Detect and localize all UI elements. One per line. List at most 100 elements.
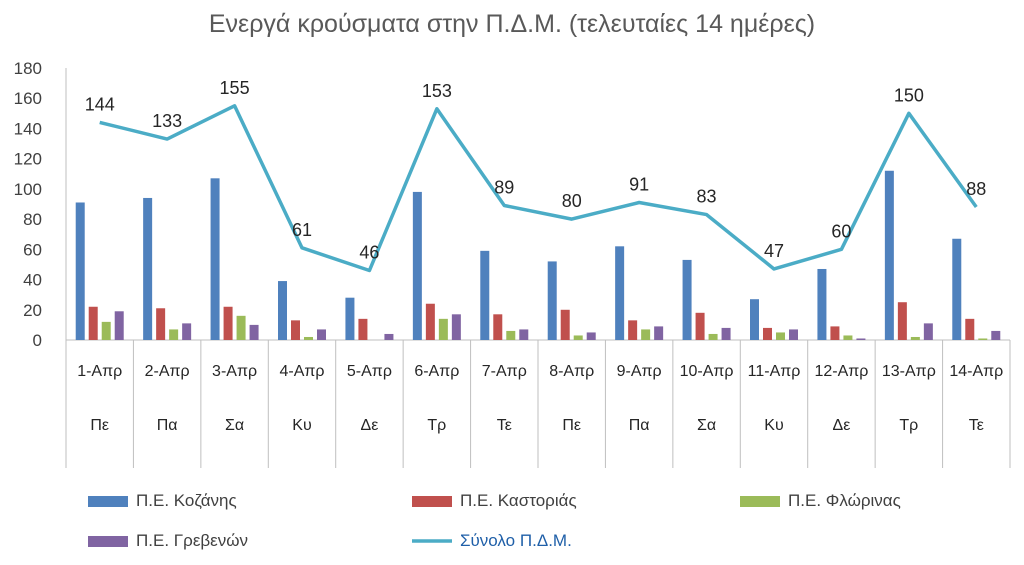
bar	[317, 329, 326, 340]
x-tick-label: 11-Απρ	[748, 363, 801, 380]
x-tick-label: 1-Απρ	[77, 363, 122, 380]
y-tick-label: 140	[14, 119, 42, 138]
bar	[830, 326, 840, 340]
weekday-label: Σα	[697, 417, 716, 434]
bar	[384, 333, 394, 340]
weekday-label: Τρ	[899, 417, 918, 434]
bar	[169, 329, 179, 340]
y-tick-label: 20	[23, 301, 42, 320]
y-tick-label: 40	[23, 271, 42, 290]
bar	[451, 314, 461, 340]
bar	[506, 330, 516, 340]
bar	[628, 320, 638, 340]
bar	[641, 329, 651, 340]
legend-swatch	[88, 536, 128, 547]
bar	[897, 302, 907, 340]
bar	[249, 324, 259, 340]
data-label: 47	[764, 241, 784, 261]
chart-title: Ενεργά κρούσματα στην Π.Δ.Μ. (τελευταίες…	[209, 10, 815, 38]
bar	[843, 335, 853, 340]
bar	[493, 314, 503, 340]
bar	[143, 197, 153, 340]
bar	[156, 308, 166, 340]
legend-swatch	[412, 496, 452, 507]
bar	[978, 338, 988, 340]
bar	[412, 191, 422, 340]
x-tick-label: 5-Απρ	[347, 363, 392, 380]
bar	[75, 202, 85, 340]
bar	[817, 268, 827, 340]
data-label: 60	[831, 221, 851, 241]
bar	[586, 332, 596, 340]
bar	[560, 309, 570, 340]
y-tick-label: 60	[23, 240, 42, 259]
x-tick-label: 13-Απρ	[882, 363, 936, 380]
data-label: 88	[966, 179, 986, 199]
bar	[884, 170, 894, 340]
legend-label: Π.Ε. Καστοριάς	[460, 491, 577, 510]
bar	[278, 281, 287, 340]
x-tick-label: 2-Απρ	[145, 363, 190, 380]
data-label: 80	[562, 191, 582, 211]
bar	[965, 318, 975, 340]
bar	[695, 312, 705, 340]
data-label: 144	[85, 94, 115, 114]
data-label: 91	[629, 174, 649, 194]
data-label: 150	[894, 85, 924, 105]
bar	[438, 318, 448, 340]
y-tick-label: 160	[14, 89, 42, 108]
weekday-label: Τε	[497, 417, 512, 434]
bar	[547, 261, 557, 340]
bar	[114, 311, 124, 340]
bar	[789, 329, 798, 340]
weekday-label: Κυ	[292, 417, 311, 434]
legend-label: Π.Ε. Γρεβενών	[136, 531, 248, 550]
bar	[358, 318, 368, 340]
bar	[480, 250, 490, 340]
bar	[223, 306, 233, 340]
bar	[101, 321, 111, 340]
weekday-label: Πε	[562, 417, 581, 434]
x-tick-label: 8-Απρ	[549, 363, 594, 380]
legend-label: Π.Ε. Κοζάνης	[136, 491, 237, 510]
bar	[615, 246, 625, 340]
legend-label: Π.Ε. Φλώρινας	[788, 491, 901, 510]
bar	[519, 329, 529, 340]
bar	[236, 315, 246, 340]
bar	[991, 330, 1001, 340]
weekday-label: Σα	[225, 417, 244, 434]
bar	[182, 323, 192, 340]
data-label: 46	[359, 242, 379, 262]
bar	[776, 332, 785, 340]
bar	[210, 178, 220, 340]
weekday-label: Δε	[361, 417, 379, 434]
y-tick-label: 120	[14, 150, 42, 169]
legend-swatch	[88, 496, 128, 507]
weekday-label: Πα	[629, 417, 650, 434]
bar	[923, 323, 933, 340]
x-tick-label: 14-Απρ	[949, 363, 1003, 380]
weekday-label: Πα	[157, 417, 178, 434]
bar	[304, 336, 313, 340]
y-tick-label: 80	[23, 210, 42, 229]
x-tick-label: 6-Απρ	[414, 363, 459, 380]
line-series	[99, 104, 978, 273]
bar	[682, 259, 692, 340]
data-label: 153	[422, 81, 452, 101]
weekday-label: Τρ	[427, 417, 446, 434]
weekday-label: Δε	[833, 417, 851, 434]
bar	[721, 327, 731, 340]
x-tick-label: 3-Απρ	[212, 363, 257, 380]
x-tick-label: 10-Απρ	[680, 363, 734, 380]
bar	[763, 327, 772, 340]
bar	[425, 303, 435, 340]
x-tick-label: 4-Απρ	[279, 363, 324, 380]
bar	[750, 299, 759, 340]
x-tick-label: 9-Απρ	[617, 363, 662, 380]
data-label: 61	[292, 220, 312, 240]
y-tick-label: 0	[33, 331, 42, 350]
bar	[573, 335, 583, 340]
y-tick-label: 100	[14, 180, 42, 199]
data-label: 89	[494, 178, 514, 198]
